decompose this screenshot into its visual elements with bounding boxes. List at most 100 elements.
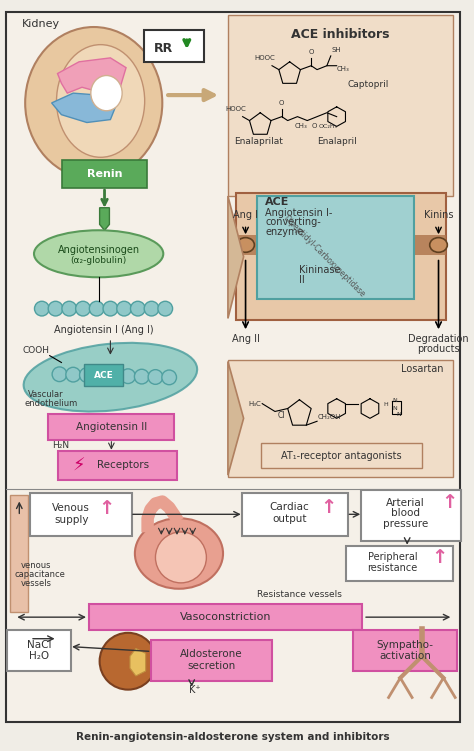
Text: O: O [308,49,314,55]
Circle shape [52,367,67,382]
Ellipse shape [24,343,197,412]
FancyBboxPatch shape [89,605,362,630]
FancyBboxPatch shape [242,493,348,536]
Text: converting-: converting- [265,217,321,228]
Text: Degradation: Degradation [408,334,469,344]
Circle shape [135,369,149,384]
Text: Aldosterone: Aldosterone [180,650,243,659]
Text: (α₂-globulin): (α₂-globulin) [71,256,127,265]
Ellipse shape [25,27,162,179]
FancyBboxPatch shape [57,451,177,480]
Circle shape [144,301,159,316]
Circle shape [35,301,49,316]
Text: Sympatho-: Sympatho- [377,640,434,650]
Text: CH₂OH: CH₂OH [318,415,342,421]
FancyBboxPatch shape [30,493,132,536]
FancyBboxPatch shape [144,31,204,62]
Polygon shape [228,361,244,475]
Text: blood: blood [391,508,419,518]
Text: Venous: Venous [52,503,90,514]
FancyBboxPatch shape [236,235,447,255]
Circle shape [148,369,163,385]
Text: Arterial: Arterial [386,498,425,508]
Text: Kininase: Kininase [300,265,341,276]
Circle shape [121,369,136,384]
Ellipse shape [100,633,156,689]
Text: Angiotensin II: Angiotensin II [76,422,147,432]
Text: Losartan: Losartan [401,364,443,374]
FancyBboxPatch shape [228,360,453,477]
Text: ↑: ↑ [441,493,457,512]
Ellipse shape [34,231,163,277]
FancyBboxPatch shape [361,490,461,541]
Text: output: output [273,514,307,524]
Text: Vascular: Vascular [28,390,64,399]
Text: H₂N: H₂N [52,441,69,450]
Text: OC₂H₅: OC₂H₅ [319,125,338,129]
Text: II: II [300,275,305,285]
FancyBboxPatch shape [261,443,422,469]
Text: Kidney: Kidney [22,19,60,29]
Text: endothelium: endothelium [24,399,77,408]
Text: ↑: ↑ [431,548,447,567]
FancyBboxPatch shape [6,12,460,722]
Text: Cl: Cl [278,412,285,421]
Text: products: products [417,344,460,354]
Text: CH₃: CH₃ [294,123,307,129]
Text: K⁺: K⁺ [189,685,201,695]
FancyBboxPatch shape [84,364,123,386]
FancyBboxPatch shape [228,15,453,196]
Text: capacitance: capacitance [14,570,65,579]
Text: secretion: secretion [187,661,236,671]
Ellipse shape [430,237,447,252]
Text: ACE: ACE [94,371,113,380]
Text: N: N [392,398,397,403]
FancyBboxPatch shape [48,415,174,440]
Ellipse shape [56,44,145,157]
Circle shape [158,301,173,316]
Text: pressure: pressure [383,519,428,529]
Text: AT₁-receptor antagonists: AT₁-receptor antagonists [281,451,402,460]
Text: O: O [311,123,317,129]
Circle shape [80,368,94,382]
Text: supply: supply [54,515,89,525]
Text: HOOC: HOOC [225,106,246,112]
FancyBboxPatch shape [151,640,272,681]
Text: enzyme: enzyme [265,227,304,237]
Circle shape [162,370,176,385]
Circle shape [130,301,145,316]
Circle shape [66,367,81,382]
Text: SH: SH [332,47,341,53]
Text: N: N [392,406,397,411]
Text: venous: venous [20,561,51,570]
Text: vessels: vessels [20,579,51,588]
Ellipse shape [155,532,206,583]
Text: Vasoconstriction: Vasoconstriction [180,612,272,622]
Text: ACE inhibitors: ACE inhibitors [292,29,390,41]
Text: Angiotensinogen: Angiotensinogen [57,245,140,255]
Ellipse shape [135,518,223,589]
Text: Cardiac: Cardiac [270,502,310,512]
Text: resistance: resistance [367,563,418,573]
Text: NaCl: NaCl [27,640,51,650]
Text: N: N [396,412,401,418]
Ellipse shape [91,76,122,110]
FancyBboxPatch shape [236,193,447,321]
FancyBboxPatch shape [63,160,146,189]
Circle shape [76,301,91,316]
Text: Angiotensin I (Ang I): Angiotensin I (Ang I) [54,325,154,335]
Polygon shape [57,58,126,93]
Circle shape [93,368,108,383]
Text: H: H [383,402,388,406]
Text: Ang I: Ang I [233,210,258,219]
Text: Captopril: Captopril [347,80,389,89]
FancyBboxPatch shape [7,630,71,671]
Polygon shape [10,495,28,612]
Text: O: O [279,100,284,106]
FancyBboxPatch shape [257,196,414,299]
Text: Enalapril: Enalapril [317,137,356,146]
Text: Dipeptidyl-Carboxypeptidase: Dipeptidyl-Carboxypeptidase [281,214,366,300]
Text: Renin: Renin [87,170,122,179]
Text: RR: RR [154,41,173,55]
Text: activation: activation [379,651,431,662]
